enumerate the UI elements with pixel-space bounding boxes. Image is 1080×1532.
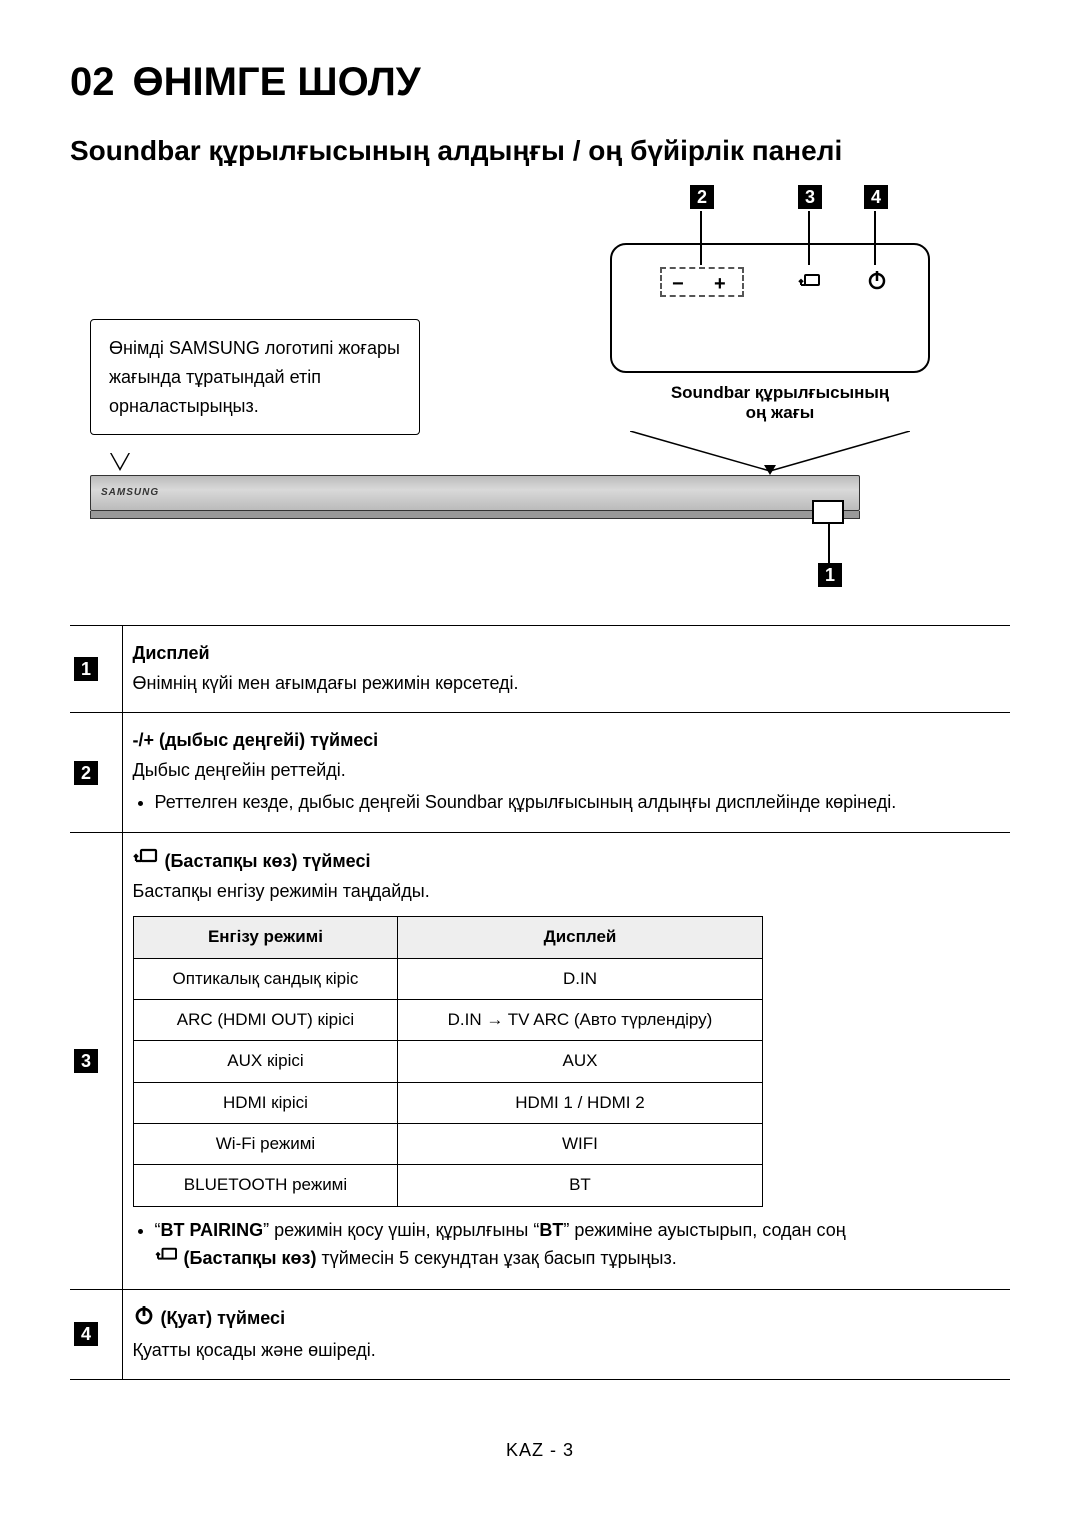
vol-plus-icon: + (714, 273, 726, 296)
inner-th-mode: Енгізу режимі (133, 917, 398, 958)
row1-desc: Өнімнің күйі мен ағымдағы режимін көрсет… (133, 670, 1003, 698)
soundbar-base (90, 511, 860, 519)
table-row: 1 Дисплей Өнімнің күйі мен ағымдағы режи… (70, 626, 1010, 713)
callout-4-marker: 4 (864, 185, 888, 209)
callout-2-marker: 2 (690, 185, 714, 209)
page-footer: KAZ - 3 (70, 1440, 1010, 1461)
inner-row: AUX кірісіAUX (133, 1041, 762, 1082)
inner-row: BLUETOOTH режиміBT (133, 1165, 762, 1206)
inner-row: ARC (HDMI OUT) кірісіD.IN → TV ARC (Авто… (133, 999, 762, 1040)
inner-th-display: Дисплей (398, 917, 762, 958)
features-table: 1 Дисплей Өнімнің күйі мен ағымдағы режи… (70, 625, 1010, 1380)
row3-title: (Бастапқы көз) түймесі (165, 848, 371, 876)
row4-title: (Қуат) түймесі (161, 1305, 286, 1333)
chapter-number: 02 (70, 60, 115, 105)
samsung-logo: SAMSUNG (101, 487, 159, 498)
row-marker-4: 4 (74, 1322, 98, 1346)
table-row: 4 (Қуат) түймесі Қуатты қосады және өшір… (70, 1289, 1010, 1379)
speech-tail-inner (111, 452, 129, 468)
product-diagram: 2 3 4 − + Soundbar құрылғысының оң жағ (70, 185, 1010, 585)
row-marker-2: 2 (74, 761, 98, 785)
row2-bullet: Реттелген кезде, дыбыс деңгейі Soundbar … (155, 789, 1003, 817)
source-icon (133, 847, 159, 876)
row2-title: -/+ (дыбыс деңгейі) түймесі (133, 727, 1003, 755)
source-icon (798, 271, 822, 293)
row-marker-1: 1 (74, 657, 98, 681)
volume-buttons-icon: − + (660, 267, 744, 297)
source-icon (155, 1245, 179, 1273)
display-window-icon (812, 500, 844, 524)
placement-note-speech-bubble: Өнімді SAMSUNG логотипі жоғары жағында т… (90, 319, 420, 435)
inner-row: Wi-Fi режиміWIFI (133, 1123, 762, 1164)
section-title: Soundbar құрылғысының алдыңғы / оң бүйір… (70, 135, 1010, 167)
row-marker-3: 3 (74, 1049, 98, 1073)
callout-3-marker: 3 (798, 185, 822, 209)
side-panel-arrow (630, 431, 910, 475)
table-row: 3 (Бастапқы көз) түймесі Бастапқы енгізу… (70, 833, 1010, 1289)
power-icon (133, 1304, 155, 1335)
callout-1-marker: 1 (818, 563, 842, 587)
soundbar-illustration: SAMSUNG (90, 475, 860, 511)
side-panel-illustration: − + Soundbar құрылғысының оң жағы (610, 243, 950, 423)
chapter-title: ӨНІМГЕ ШОЛУ (133, 60, 421, 105)
side-panel-caption: Soundbar құрылғысының оң жағы (650, 383, 910, 423)
inner-row: HDMI кірісіHDMI 1 / HDMI 2 (133, 1082, 762, 1123)
row4-desc: Қуатты қосады және өшіреді. (133, 1337, 1003, 1365)
inner-row: Оптикалық сандық кірісD.IN (133, 958, 762, 999)
vol-minus-icon: − (672, 273, 684, 296)
table-row: 2 -/+ (дыбыс деңгейі) түймесі Дыбыс деңг… (70, 712, 1010, 833)
row1-title: Дисплей (133, 640, 1003, 668)
row3-desc: Бастапқы енгізу режимін таңдайды. (133, 878, 1003, 906)
row3-note: “BT PAIRING” режимін қосу үшін, құрылғын… (155, 1217, 1003, 1273)
row2-desc: Дыбыс деңгейін реттейді. (133, 757, 1003, 785)
power-icon (866, 269, 888, 297)
input-modes-table: Енгізу режимі Дисплей Оптикалық сандық к… (133, 916, 763, 1206)
callout-1-line (828, 523, 830, 563)
